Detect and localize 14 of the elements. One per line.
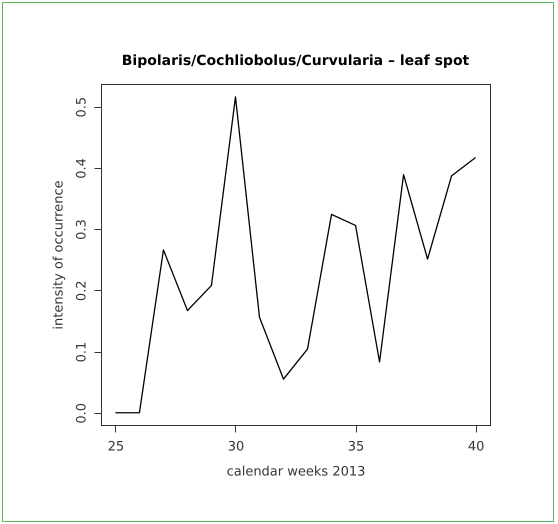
x-tick-label: 30 [228,440,244,454]
y-tick-label: 0.5 [74,96,90,118]
y-axis-title: intensity of occurrence [52,180,66,330]
x-tick-label: 35 [348,440,364,454]
x-tick-label: 25 [108,440,124,454]
chart-title: Bipolaris/Cochliobolus/Curvularia – leaf spot [122,53,470,69]
y-tick-label: 0.4 [74,158,90,179]
y-tick-label: 0.2 [74,280,90,302]
y-tick-label: 0.0 [74,402,90,424]
line-series [114,96,476,414]
y-tick-label: 0.1 [74,342,90,362]
x-tick-label: 40 [468,440,484,454]
x-axis-title: calendar weeks 2013 [226,464,366,480]
y-tick-label: 0.3 [74,219,90,240]
